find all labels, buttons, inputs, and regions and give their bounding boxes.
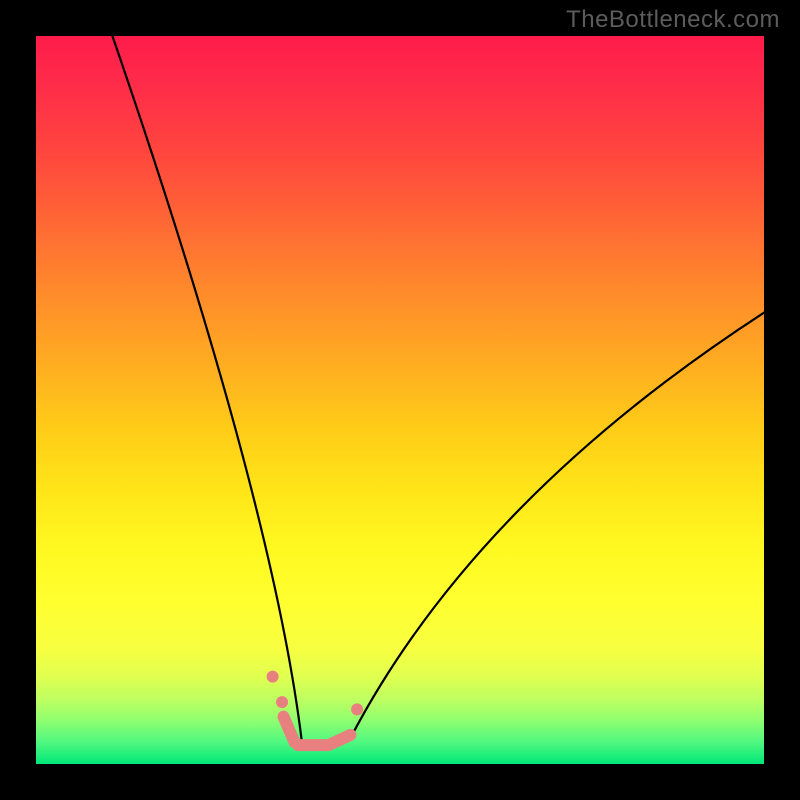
marker-dot	[351, 703, 363, 715]
marker-dot	[276, 696, 288, 708]
plot-area	[36, 36, 764, 764]
watermark-text: TheBottleneck.com	[566, 6, 780, 34]
marker-dot	[267, 671, 279, 683]
chart-stage: TheBottleneck.com	[0, 0, 800, 800]
plot-svg	[36, 36, 764, 764]
